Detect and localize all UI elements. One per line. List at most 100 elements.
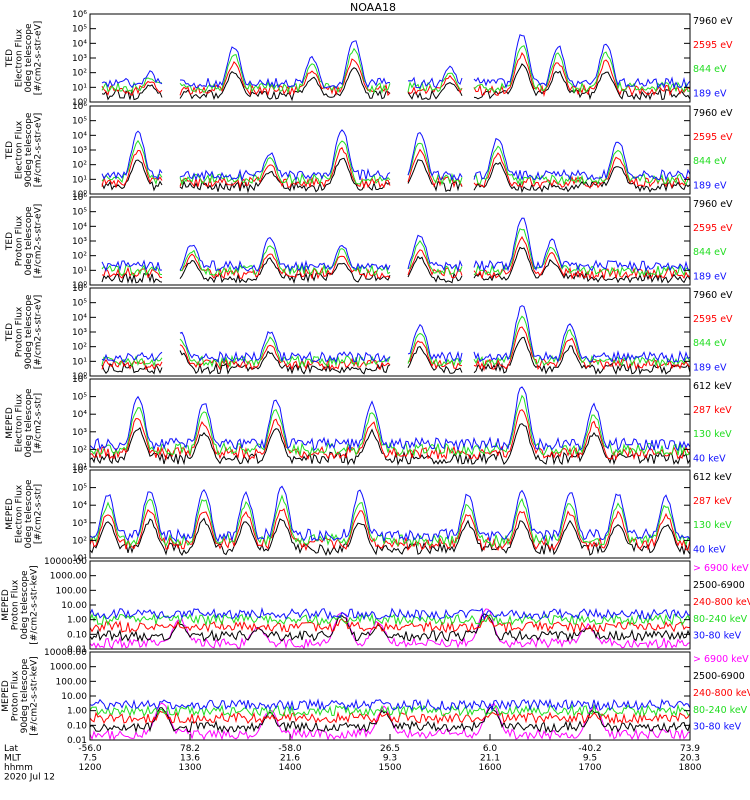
legend-entry: 130 keV [693, 520, 732, 531]
ytick-label: 100.00 [56, 677, 88, 687]
legend-entry: 844 eV [693, 247, 727, 258]
x-row-label: hhmm [4, 763, 33, 773]
ytick-label: 10⁶ [72, 193, 87, 203]
ylabel-line: TED [5, 232, 15, 251]
ylabel-line: MEPED [5, 498, 15, 530]
series-1-3-line [101, 45, 690, 95]
legend-entry: 2595 eV [693, 314, 733, 325]
legend-entry: 189 eV [693, 362, 727, 373]
panel-1: 10⁰ 10¹ 10² 10³ 10⁴ 10⁵ 10⁶ TED Electron Flux 0de… [5, 10, 733, 108]
legend-entry: > 6900 keV [693, 563, 749, 574]
ylabel-line: Electron Flux [15, 28, 25, 87]
panel-4-frame [89, 287, 691, 377]
panel-4: 10⁰ 10¹ 10² 10³ 10⁴ 10⁵ 10⁶ TED Proton Flux 90deg… [5, 284, 733, 382]
legend-entry: 2500-6900 [693, 580, 745, 591]
series-3-4-line [101, 217, 690, 273]
legend-entry: 7960 eV [693, 199, 733, 210]
panel-7: 0.01 0.10 1.00 10.00 100.00 1000.00 10000.00 ME… [1, 557, 750, 655]
ytick-label: 10⁵ [72, 484, 87, 494]
legend-entry: 844 eV [693, 156, 727, 167]
panel-6-frame [89, 469, 691, 559]
ylabel-line: 0deg telescope [24, 206, 34, 276]
legend-entry: 80-240 keV [693, 705, 748, 716]
ylabel-line: 0deg telescope [24, 388, 34, 458]
ytick-label: 10³ [72, 54, 87, 64]
ytick-label: 10¹ [72, 175, 87, 185]
ylabel-line: Electron Flux [15, 120, 25, 179]
series-7-2-line [90, 613, 690, 643]
ytick-label: 10.00 [61, 601, 87, 611]
panel-8: 0.01 0.10 1.00 10.00 100.00 1000.00 10000.00 ME… [1, 648, 750, 746]
ylabel-line: 0deg telescope [24, 479, 34, 549]
ylabel-line: [#/cm2-s-str-eV] [34, 204, 44, 279]
ylabel-line: Electron Flux [15, 393, 25, 452]
legend-entry: 30-80 keV [693, 631, 742, 642]
series-5-4-line [90, 386, 690, 452]
series-8-3-line [90, 710, 690, 725]
panel-7-frame [89, 560, 691, 650]
series-4-4-line [101, 305, 690, 364]
ylabel-line: [#/cm2-s-str-eV] [34, 21, 44, 96]
xtick-hhmm-label: 1600 [479, 763, 502, 773]
ytick-label: 10⁴ [72, 501, 87, 511]
ytick-label: 10⁴ [72, 410, 87, 420]
ytick-label: 100.00 [56, 586, 88, 596]
ytick-label: 10¹ [72, 357, 87, 367]
legend-entry: 40 keV [693, 453, 726, 464]
legend-entry: 844 eV [693, 338, 727, 349]
panel-2-frame [89, 105, 691, 195]
series-1-4-line [101, 34, 690, 90]
ytick-label: 10⁰ [72, 372, 87, 382]
xtick-lat-label: 73.9 [680, 744, 700, 754]
xtick-mlt-label: 20.3 [680, 754, 700, 764]
chart-title: NOAA18 [350, 1, 396, 14]
ylabel-line: [#/cm2-s-str] [34, 484, 44, 544]
xtick-hhmm-label: 1800 [679, 763, 702, 773]
xtick-hhmm-label: 1500 [379, 763, 402, 773]
ytick-label: 10² [72, 161, 87, 171]
ytick-label: 10⁰ [72, 190, 87, 200]
legend-entry: 612 keV [693, 472, 732, 483]
xtick-hhmm-label: 1200 [79, 763, 102, 773]
legend-entry: 7960 eV [693, 108, 733, 119]
legend-entry: 287 keV [693, 405, 732, 416]
ytick-label: 10² [72, 69, 87, 79]
ytick-label: 10¹ [72, 463, 87, 473]
panel-6-data [90, 485, 690, 557]
xtick-mlt-label: 9.3 [383, 754, 397, 764]
xtick-mlt-label: 13.6 [180, 754, 200, 764]
xtick-lat-label: 26.5 [380, 744, 400, 754]
series-6-2-line [90, 508, 690, 552]
panel-5-ylabel: MEPED Electron Flux 0deg telescope [#/cm2-s… [5, 388, 44, 458]
xtick-hhmm-label: 1400 [279, 763, 302, 773]
ytick-label: 0.01 [67, 736, 87, 746]
xtick-hhmm-label: 1300 [179, 763, 202, 773]
panel-8-data [90, 698, 690, 740]
panel-6: 10¹ 10² 10³ 10⁴ 10⁵ 10⁶ MEPED Electron Flux 0deg… [5, 466, 732, 564]
legend-entry: > 6900 keV [693, 654, 749, 665]
panel-5: 10¹ 10² 10³ 10⁴ 10⁵ 10⁶ MEPED Electron Flux 0deg… [5, 375, 732, 473]
ytick-label: 10⁴ [72, 39, 87, 49]
ytick-label: 10² [72, 252, 87, 262]
legend-entry: 80-240 keV [693, 614, 748, 625]
ytick-label: 0.10 [67, 721, 87, 731]
ytick-label: 10.00 [61, 692, 87, 702]
legend-entry: 240-800 keV [693, 597, 750, 608]
series-2-4-line [101, 129, 690, 182]
series-4-2-line [101, 326, 690, 372]
panel-7-data [90, 606, 690, 649]
ytick-label: 10¹ [72, 554, 87, 564]
series-6-1-line [90, 517, 690, 557]
panel-3: 10⁰ 10¹ 10² 10³ 10⁴ 10⁵ 10⁶ TED Proton Flux 0deg … [5, 193, 733, 291]
panel-3-ylabel: TED Proton Flux 0deg telescope [#/cm2-s-str… [5, 204, 44, 279]
series-6-3-line [90, 494, 690, 549]
xtick-mlt-label: 21.6 [280, 754, 300, 764]
ytick-label: 10³ [72, 328, 87, 338]
ytick-label: 10² [72, 536, 87, 546]
ylabel-line: 90deg telescope [20, 658, 30, 733]
ytick-label: 10⁶ [72, 284, 87, 294]
legend-entry: 7960 eV [693, 16, 733, 27]
legend-entry: 130 keV [693, 429, 732, 440]
